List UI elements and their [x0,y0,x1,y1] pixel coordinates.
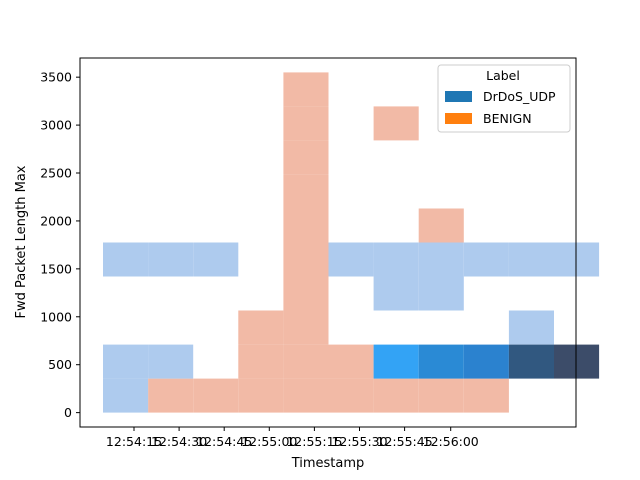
heatmap-cell-drdos-udp-14 [328,242,374,277]
heatmap-cell-benign-6 [418,378,464,413]
plot-frame [79,57,577,428]
x-tick-label-7: 12:56:00 [423,434,479,449]
legend-title: Label [486,68,520,83]
y-tick-label-0: 0 [64,405,72,420]
heatmap-cell-benign-16 [418,208,464,243]
x-tick-label-6: 12:55:45 [377,434,433,449]
x-tick-label-1: 12:54:30 [151,434,207,449]
heatmap-cell-drdos-udp-12 [148,242,194,277]
heatmap-cell-benign-4 [328,378,374,413]
legend: Label DrDoS_UDP BENIGN [437,64,571,133]
legend-swatch-benign [445,113,472,124]
heatmap-cell-drdos-udp-6 [508,344,554,379]
y-tick-label-3: 1500 [40,261,72,276]
heatmap-cell-benign-1 [193,378,239,413]
x-tick-label-5: 12:55:30 [331,434,387,449]
heatmap-cell-benign-5 [373,378,419,413]
heatmap-cell-benign-2 [238,378,284,413]
legend-label-benign: BENIGN [483,111,532,126]
heatmap-cell-drdos-udp-18 [508,242,554,277]
y-tick-label-2: 1000 [40,309,72,324]
legend-label-drdos-udp: DrDoS_UDP [483,89,556,104]
heatmap-cell-drdos-udp-0 [103,378,149,413]
heatmap-cell-drdos-udp-7 [554,344,600,379]
y-axis-ticks: 0 500 1000 1500 2000 2500 3000 3500 [40,70,80,420]
x-axis-ticks: 12:54:1512:54:3012:54:4512:55:0012:55:15… [106,427,479,449]
y-tick-label-5: 2500 [40,166,72,181]
x-axis-title: Timestamp [291,456,365,471]
y-axis-title: Fwd Packet Length Max [14,165,29,318]
heatmap-cell-benign-20 [373,106,419,141]
heatmap-cell-benign-7 [463,378,509,413]
x-tick-label-2: 12:54:45 [196,434,252,449]
heatmap-cell-benign-0 [148,378,194,413]
heatmap-cell-benign-15 [283,208,329,243]
heatmap-cell-benign-18 [283,140,329,175]
heatmap-cell-drdos-udp-5 [463,344,509,379]
heatmap-cell-drdos-udp-9 [373,276,419,311]
heatmap-cell-benign-11 [238,310,284,345]
heatmap-cell-drdos-udp-13 [193,242,239,277]
legend-swatch-drdos-udp [445,91,472,102]
heatmap-cell-drdos-udp-8 [508,310,554,345]
x-tick-label-4: 12:55:15 [286,434,342,449]
heatmap-cell-benign-8 [238,344,284,379]
y-tick-label-1: 500 [48,357,72,372]
heatmap-cells [103,72,600,413]
heatmap-cell-drdos-udp-2 [148,344,194,379]
y-tick-label-7: 3500 [40,70,72,85]
heatmap-cell-benign-12 [283,310,329,345]
heatmap-cell-benign-21 [283,72,329,107]
heatmap-cell-drdos-udp-10 [418,276,464,311]
y-tick-label-6: 3000 [40,118,72,133]
y-tick-label-4: 2000 [40,213,72,228]
heatmap-cell-benign-3 [283,378,329,413]
heatmap-cell-drdos-udp-17 [463,242,509,277]
heatmap-cell-benign-10 [328,344,374,379]
heatmap-cell-drdos-udp-3 [373,344,419,379]
heatmap-cell-benign-13 [283,276,329,311]
heatmap-cell-benign-19 [283,106,329,141]
heatmap-cell-benign-9 [283,344,329,379]
heatmap-cell-drdos-udp-19 [554,242,600,277]
heatmap-cell-benign-14 [283,242,329,277]
heatmap-cell-drdos-udp-4 [418,344,464,379]
x-tick-label-3: 12:55:00 [241,434,297,449]
x-tick-label-0: 12:54:15 [106,434,162,449]
heatmap-cell-drdos-udp-15 [373,242,419,277]
heatmap-cell-drdos-udp-11 [103,242,149,277]
heatmap-cell-benign-17 [283,174,329,209]
heatmap-cell-drdos-udp-1 [103,344,149,379]
heatmap-cell-drdos-udp-16 [418,242,464,277]
